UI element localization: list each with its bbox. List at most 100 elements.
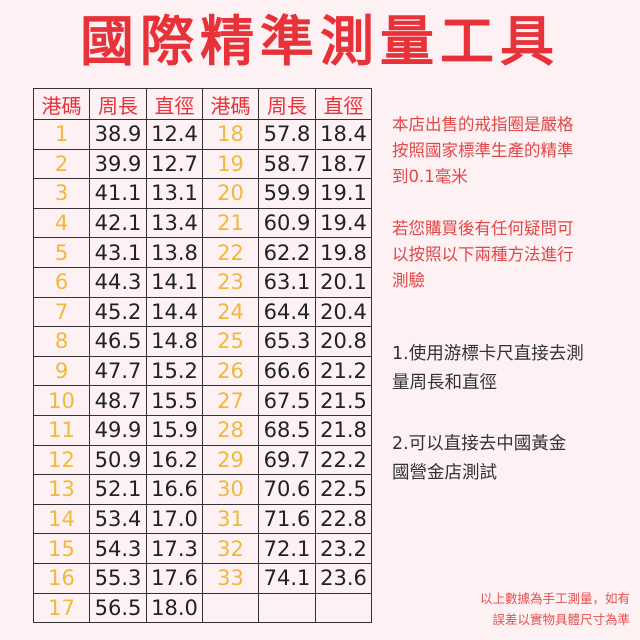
diameter-cell: 17.3 — [146, 533, 203, 564]
table-row: 7 45.2 14.4 24 64.4 20.4 — [33, 296, 372, 328]
diameter-cell — [315, 592, 372, 624]
diameter-cell: 17.6 — [146, 562, 203, 594]
circumference-cell: 57.8 — [258, 119, 316, 150]
circumference-cell: 38.9 — [89, 119, 147, 150]
size-code-cell: 22 — [202, 237, 259, 268]
table-row: 17 56.5 18.0 — [33, 592, 372, 624]
diameter-cell: 14.4 — [146, 296, 203, 328]
diameter-cell: 20.8 — [315, 326, 372, 357]
table-row: 4 42.1 13.4 21 60.9 19.4 — [33, 207, 372, 239]
disclaimer: 以上數據為手工測量，如有 誤差以實物具體尺寸為準 — [480, 588, 630, 630]
note-line: 以按照以下兩種方法進行 — [392, 245, 574, 264]
table-header-row: 港碼 周長 直徑 港碼 周長 直徑 — [33, 88, 372, 120]
diameter-cell: 22.8 — [315, 503, 372, 535]
column-header: 直徑 — [146, 88, 203, 120]
table-row: 9 47.7 15.2 26 66.6 21.2 — [33, 355, 372, 387]
table-row: 5 43.1 13.8 22 62.2 19.8 — [33, 237, 372, 268]
circumference-cell: 52.1 — [89, 474, 147, 505]
circumference-cell: 64.4 — [258, 296, 316, 328]
size-code-cell: 19 — [202, 148, 259, 180]
size-code-cell: 16 — [33, 562, 90, 594]
size-code-cell: 4 — [33, 207, 90, 239]
note-line: 若您購買後有任何疑問可 — [392, 219, 574, 238]
circumference-cell: 46.5 — [89, 326, 147, 357]
circumference-cell: 47.7 — [89, 355, 147, 387]
diameter-cell: 23.2 — [315, 533, 372, 564]
circumference-cell: 55.3 — [89, 562, 147, 594]
note-line: 誤差以實物具體尺寸為準 — [492, 612, 630, 627]
diameter-cell: 13.4 — [146, 207, 203, 239]
ring-size-table: 港碼 周長 直徑 港碼 周長 直徑 1 38.9 12.4 18 57.8 18.4 2 39.9 12.… — [33, 88, 372, 624]
diameter-cell: 18.0 — [146, 592, 203, 624]
size-code-cell — [202, 592, 259, 624]
circumference-cell: 45.2 — [89, 296, 147, 328]
method-1: 1.使用游標卡尺直接去測 量周長和直徑 — [392, 340, 632, 398]
size-code-cell: 8 — [33, 326, 90, 357]
size-code-cell: 1 — [33, 119, 90, 150]
circumference-cell: 63.1 — [258, 266, 316, 298]
table-row: 16 55.3 17.6 33 74.1 23.6 — [33, 562, 372, 594]
table-row: 11 49.9 15.9 28 68.5 21.8 — [33, 414, 372, 446]
diameter-cell: 17.0 — [146, 503, 203, 535]
diameter-cell: 21.8 — [315, 414, 372, 446]
size-code-cell: 7 — [33, 296, 90, 328]
table-row: 6 44.3 14.1 23 63.1 20.1 — [33, 266, 372, 298]
note-line: 國營金店測試 — [392, 463, 497, 483]
diameter-cell: 12.4 — [146, 119, 203, 150]
circumference-cell: 71.6 — [258, 503, 316, 535]
diameter-cell: 18.7 — [315, 148, 372, 180]
diameter-cell: 22.2 — [315, 444, 372, 476]
size-code-cell: 24 — [202, 296, 259, 328]
circumference-cell: 56.5 — [89, 592, 147, 624]
circumference-cell: 44.3 — [89, 266, 147, 298]
circumference-cell: 39.9 — [89, 148, 147, 180]
method-2: 2.可以直接去中國黃金 國營金店測試 — [392, 430, 632, 488]
diameter-cell: 19.1 — [315, 178, 372, 209]
circumference-cell — [258, 592, 316, 624]
table-row: 1 38.9 12.4 18 57.8 18.4 — [33, 119, 372, 150]
diameter-cell: 19.8 — [315, 237, 372, 268]
diameter-cell: 21.5 — [315, 385, 372, 416]
size-code-cell: 18 — [202, 119, 259, 150]
circumference-cell: 59.9 — [258, 178, 316, 209]
note-line: 按照國家標準生產的精準 — [392, 141, 574, 160]
circumference-cell: 48.7 — [89, 385, 147, 416]
intro-note: 本店出售的戒指圈是嚴格 按照國家標準生產的精準 到0.1毫米 — [392, 112, 632, 190]
column-header: 周長 — [258, 88, 316, 120]
table-row: 12 50.9 16.2 29 69.7 22.2 — [33, 444, 372, 476]
circumference-cell: 41.1 — [89, 178, 147, 209]
size-code-cell: 25 — [202, 326, 259, 357]
size-code-cell: 29 — [202, 444, 259, 476]
size-code-cell: 33 — [202, 562, 259, 594]
circumference-cell: 62.2 — [258, 237, 316, 268]
circumference-cell: 50.9 — [89, 444, 147, 476]
table-row: 2 39.9 12.7 19 58.7 18.7 — [33, 148, 372, 180]
size-code-cell: 20 — [202, 178, 259, 209]
circumference-cell: 42.1 — [89, 207, 147, 239]
page-title: 國際精準測量工具 — [80, 10, 560, 73]
circumference-cell: 43.1 — [89, 237, 147, 268]
diameter-cell: 18.4 — [315, 119, 372, 150]
column-header: 港碼 — [202, 88, 259, 120]
circumference-cell: 69.7 — [258, 444, 316, 476]
size-code-cell: 26 — [202, 355, 259, 387]
diameter-cell: 14.1 — [146, 266, 203, 298]
circumference-cell: 54.3 — [89, 533, 147, 564]
note-line: 本店出售的戒指圈是嚴格 — [392, 115, 574, 134]
size-code-cell: 27 — [202, 385, 259, 416]
size-code-cell: 15 — [33, 533, 90, 564]
size-code-cell: 23 — [202, 266, 259, 298]
circumference-cell: 58.7 — [258, 148, 316, 180]
diameter-cell: 19.4 — [315, 207, 372, 239]
diameter-cell: 23.6 — [315, 562, 372, 594]
note-line: 2.可以直接去中國黃金 — [392, 434, 567, 454]
diameter-cell: 20.4 — [315, 296, 372, 328]
size-code-cell: 2 — [33, 148, 90, 180]
size-code-cell: 31 — [202, 503, 259, 535]
size-code-cell: 30 — [202, 474, 259, 505]
diameter-cell: 15.2 — [146, 355, 203, 387]
note-line: 測驗 — [392, 271, 425, 290]
diameter-cell: 22.5 — [315, 474, 372, 505]
size-code-cell: 17 — [33, 592, 90, 624]
circumference-cell: 74.1 — [258, 562, 316, 594]
